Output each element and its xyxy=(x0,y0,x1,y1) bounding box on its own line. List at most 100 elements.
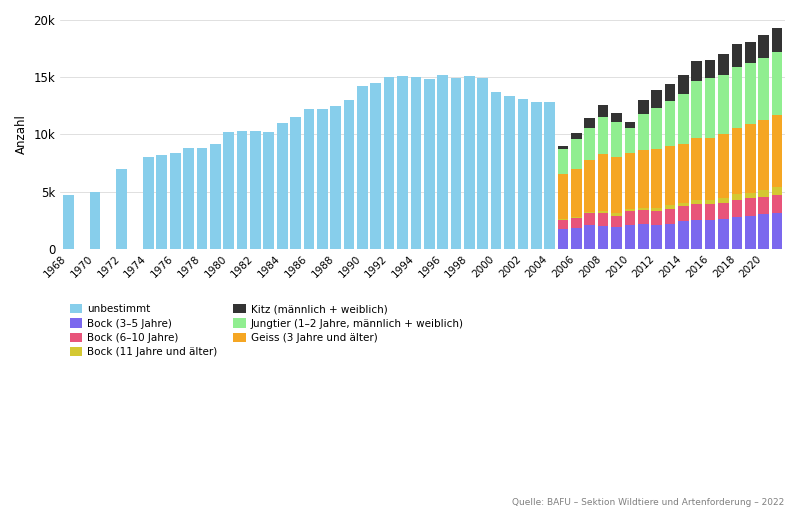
Bar xyxy=(772,187,782,195)
Bar xyxy=(625,225,635,249)
Bar xyxy=(183,148,194,249)
Bar xyxy=(691,138,702,200)
Bar xyxy=(290,117,301,249)
Bar xyxy=(758,35,769,58)
Bar xyxy=(718,219,729,249)
Bar xyxy=(665,205,675,209)
Bar xyxy=(745,193,755,199)
Bar xyxy=(718,203,729,219)
Bar xyxy=(558,220,568,229)
Bar xyxy=(691,61,702,80)
Bar xyxy=(731,44,742,67)
Bar xyxy=(772,52,782,115)
Bar xyxy=(772,28,782,52)
Bar xyxy=(638,207,649,210)
Bar xyxy=(143,157,154,249)
Bar xyxy=(705,78,715,138)
Bar xyxy=(397,76,408,249)
Bar xyxy=(638,100,649,114)
Bar xyxy=(665,146,675,205)
Bar xyxy=(758,58,769,119)
Bar xyxy=(223,132,234,249)
Bar xyxy=(678,143,689,203)
Bar xyxy=(651,211,662,225)
Bar xyxy=(625,153,635,209)
Bar xyxy=(424,79,434,249)
Bar xyxy=(691,80,702,138)
Bar xyxy=(678,75,689,94)
Bar xyxy=(518,99,528,249)
Bar xyxy=(705,204,715,220)
Bar xyxy=(531,102,542,249)
Bar xyxy=(638,210,649,224)
Bar xyxy=(758,119,769,190)
Bar xyxy=(585,118,595,127)
Bar xyxy=(665,224,675,249)
Bar xyxy=(157,155,167,249)
Bar xyxy=(678,206,689,221)
Bar xyxy=(625,211,635,225)
Bar xyxy=(598,211,609,214)
Bar xyxy=(745,124,755,193)
Bar xyxy=(317,109,328,249)
Bar xyxy=(772,115,782,187)
Bar xyxy=(691,204,702,220)
Bar xyxy=(478,78,488,249)
Bar xyxy=(758,197,769,215)
Bar xyxy=(598,226,609,249)
Bar xyxy=(731,200,742,217)
Bar xyxy=(490,92,502,249)
Bar xyxy=(170,153,181,249)
Bar xyxy=(237,131,247,249)
Bar xyxy=(344,100,354,249)
Bar xyxy=(678,221,689,249)
Bar xyxy=(585,127,595,160)
Bar xyxy=(558,150,568,175)
Bar xyxy=(665,101,675,146)
Bar xyxy=(625,127,635,153)
Bar xyxy=(705,138,715,200)
Y-axis label: Anzahl: Anzahl xyxy=(15,115,28,154)
Bar xyxy=(571,133,582,139)
Bar xyxy=(90,191,100,249)
Bar xyxy=(357,87,368,249)
Bar xyxy=(665,209,675,224)
Bar xyxy=(651,207,662,211)
Bar xyxy=(678,203,689,206)
Bar xyxy=(731,194,742,200)
Bar xyxy=(598,214,609,226)
Bar xyxy=(571,218,582,228)
Bar xyxy=(438,75,448,249)
Bar xyxy=(558,229,568,249)
Bar xyxy=(651,90,662,108)
Bar xyxy=(263,132,274,249)
Bar xyxy=(745,216,755,249)
Bar xyxy=(303,109,314,249)
Bar xyxy=(678,94,689,143)
Bar xyxy=(450,78,462,249)
Bar xyxy=(585,212,595,214)
Bar xyxy=(745,199,755,216)
Bar xyxy=(758,190,769,197)
Bar xyxy=(370,83,381,249)
Bar xyxy=(571,169,582,217)
Bar xyxy=(691,220,702,249)
Bar xyxy=(625,209,635,211)
Bar xyxy=(571,228,582,249)
Bar xyxy=(384,77,394,249)
Bar xyxy=(571,217,582,218)
Bar xyxy=(745,42,755,63)
Bar xyxy=(116,169,127,249)
Bar xyxy=(705,200,715,204)
Bar xyxy=(651,108,662,150)
Bar xyxy=(625,122,635,127)
Bar xyxy=(504,96,515,249)
Bar xyxy=(544,102,555,249)
Bar xyxy=(731,67,742,127)
Bar xyxy=(571,139,582,169)
Bar xyxy=(691,200,702,204)
Bar xyxy=(330,106,341,249)
Bar xyxy=(651,150,662,207)
Bar xyxy=(63,195,74,249)
Bar xyxy=(718,199,729,203)
